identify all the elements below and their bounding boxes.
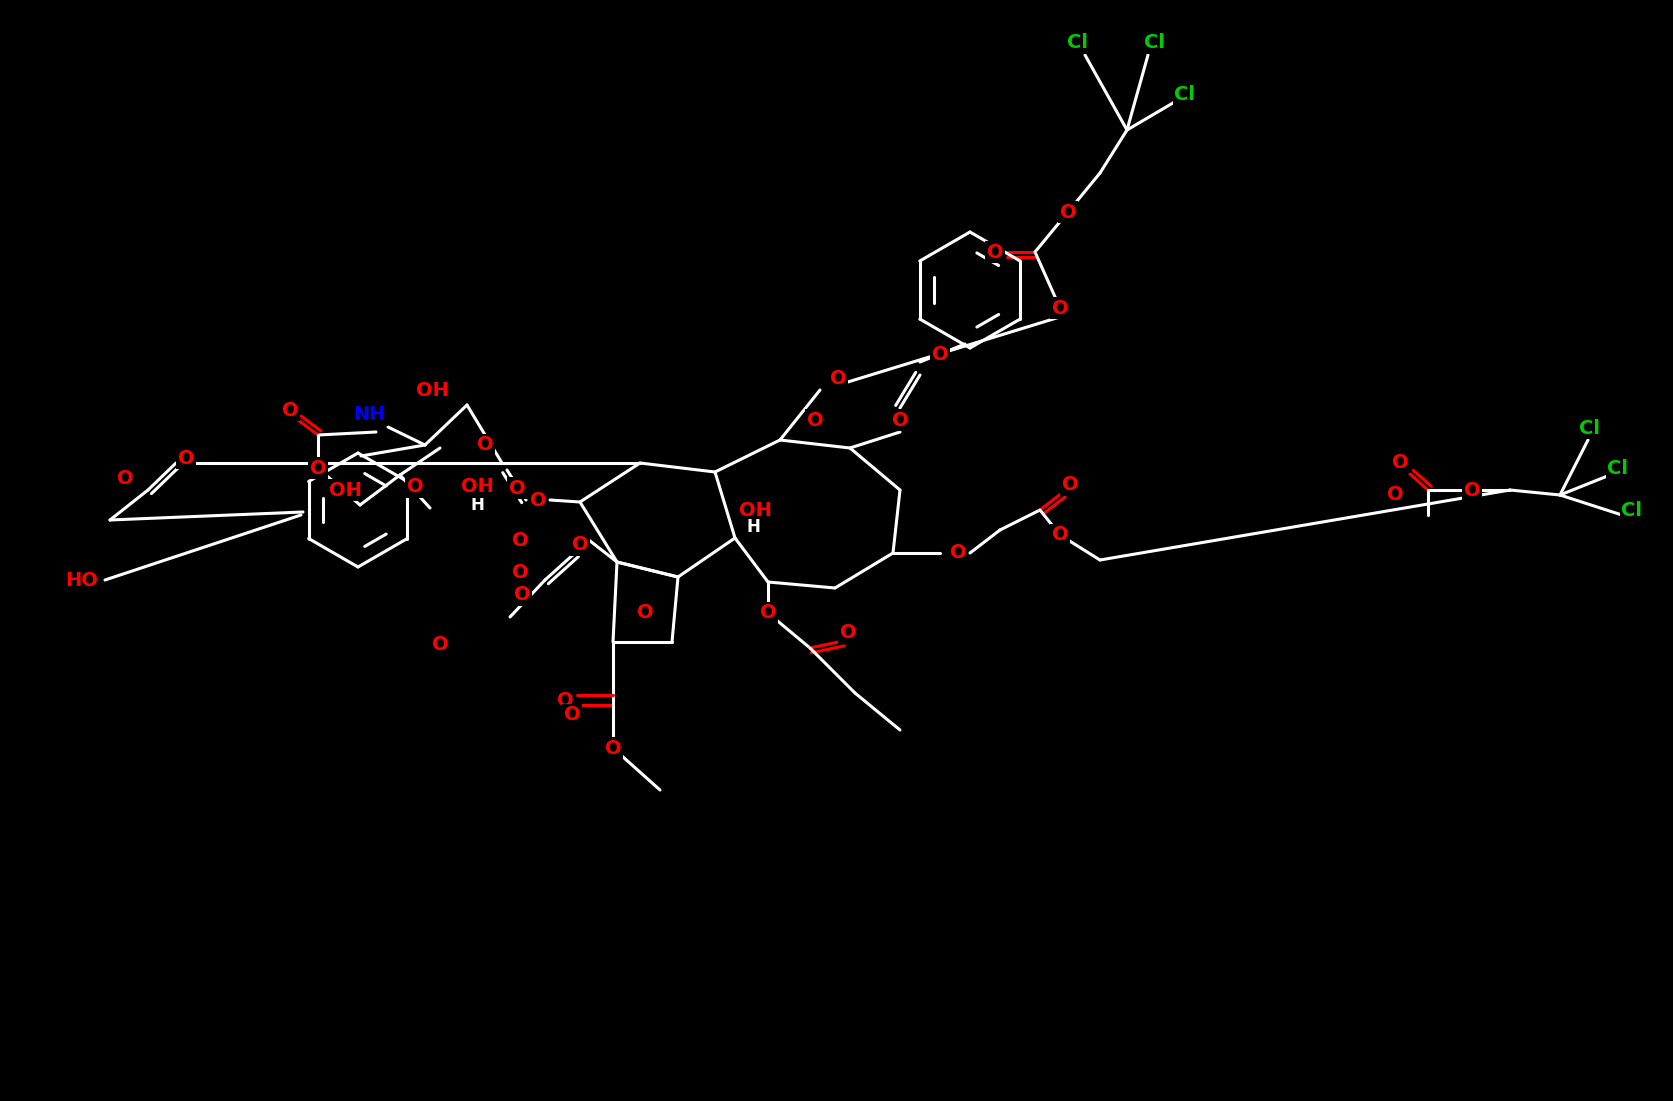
Text: Cl: Cl <box>1174 86 1195 105</box>
Text: O: O <box>840 623 857 643</box>
Text: O: O <box>557 690 572 709</box>
Text: O: O <box>892 411 908 429</box>
Text: O: O <box>1061 476 1077 494</box>
Text: O: O <box>310 458 326 478</box>
Text: H: H <box>470 495 483 514</box>
Text: O: O <box>932 346 947 364</box>
Text: O: O <box>985 242 1002 262</box>
Text: O: O <box>477 436 494 455</box>
Text: O: O <box>281 401 298 419</box>
Text: Cl: Cl <box>1579 418 1599 437</box>
Text: O: O <box>177 448 194 468</box>
Text: OH: OH <box>415 381 448 400</box>
Text: O: O <box>604 739 621 757</box>
Text: O: O <box>512 563 529 581</box>
Text: O: O <box>407 478 423 497</box>
Text: O: O <box>572 535 587 555</box>
Text: OH: OH <box>460 478 494 497</box>
Text: O: O <box>760 603 776 622</box>
Text: O: O <box>1385 486 1402 504</box>
Text: OH: OH <box>328 480 361 500</box>
Text: O: O <box>432 635 448 654</box>
Text: O: O <box>636 603 652 622</box>
Text: O: O <box>1390 453 1407 471</box>
Text: NH: NH <box>353 405 386 425</box>
Text: H: H <box>746 517 760 536</box>
Text: O: O <box>529 491 545 510</box>
Text: O: O <box>830 369 847 388</box>
Text: O: O <box>514 586 530 604</box>
Text: O: O <box>1051 298 1067 317</box>
Text: OH: OH <box>463 479 497 498</box>
Text: O: O <box>949 544 965 563</box>
Text: O: O <box>564 706 581 724</box>
Text: O: O <box>509 479 525 498</box>
Text: O: O <box>117 469 134 488</box>
Text: O: O <box>1059 203 1076 221</box>
Text: Cl: Cl <box>1144 33 1164 53</box>
Text: O: O <box>806 411 823 429</box>
Text: O: O <box>1051 525 1067 545</box>
Text: O: O <box>1462 480 1479 500</box>
Text: HO: HO <box>65 570 97 589</box>
Text: Cl: Cl <box>1621 501 1641 520</box>
Text: OH: OH <box>738 501 771 520</box>
Text: Cl: Cl <box>1606 458 1628 478</box>
Text: O: O <box>512 531 529 549</box>
Text: Cl: Cl <box>1067 33 1087 53</box>
